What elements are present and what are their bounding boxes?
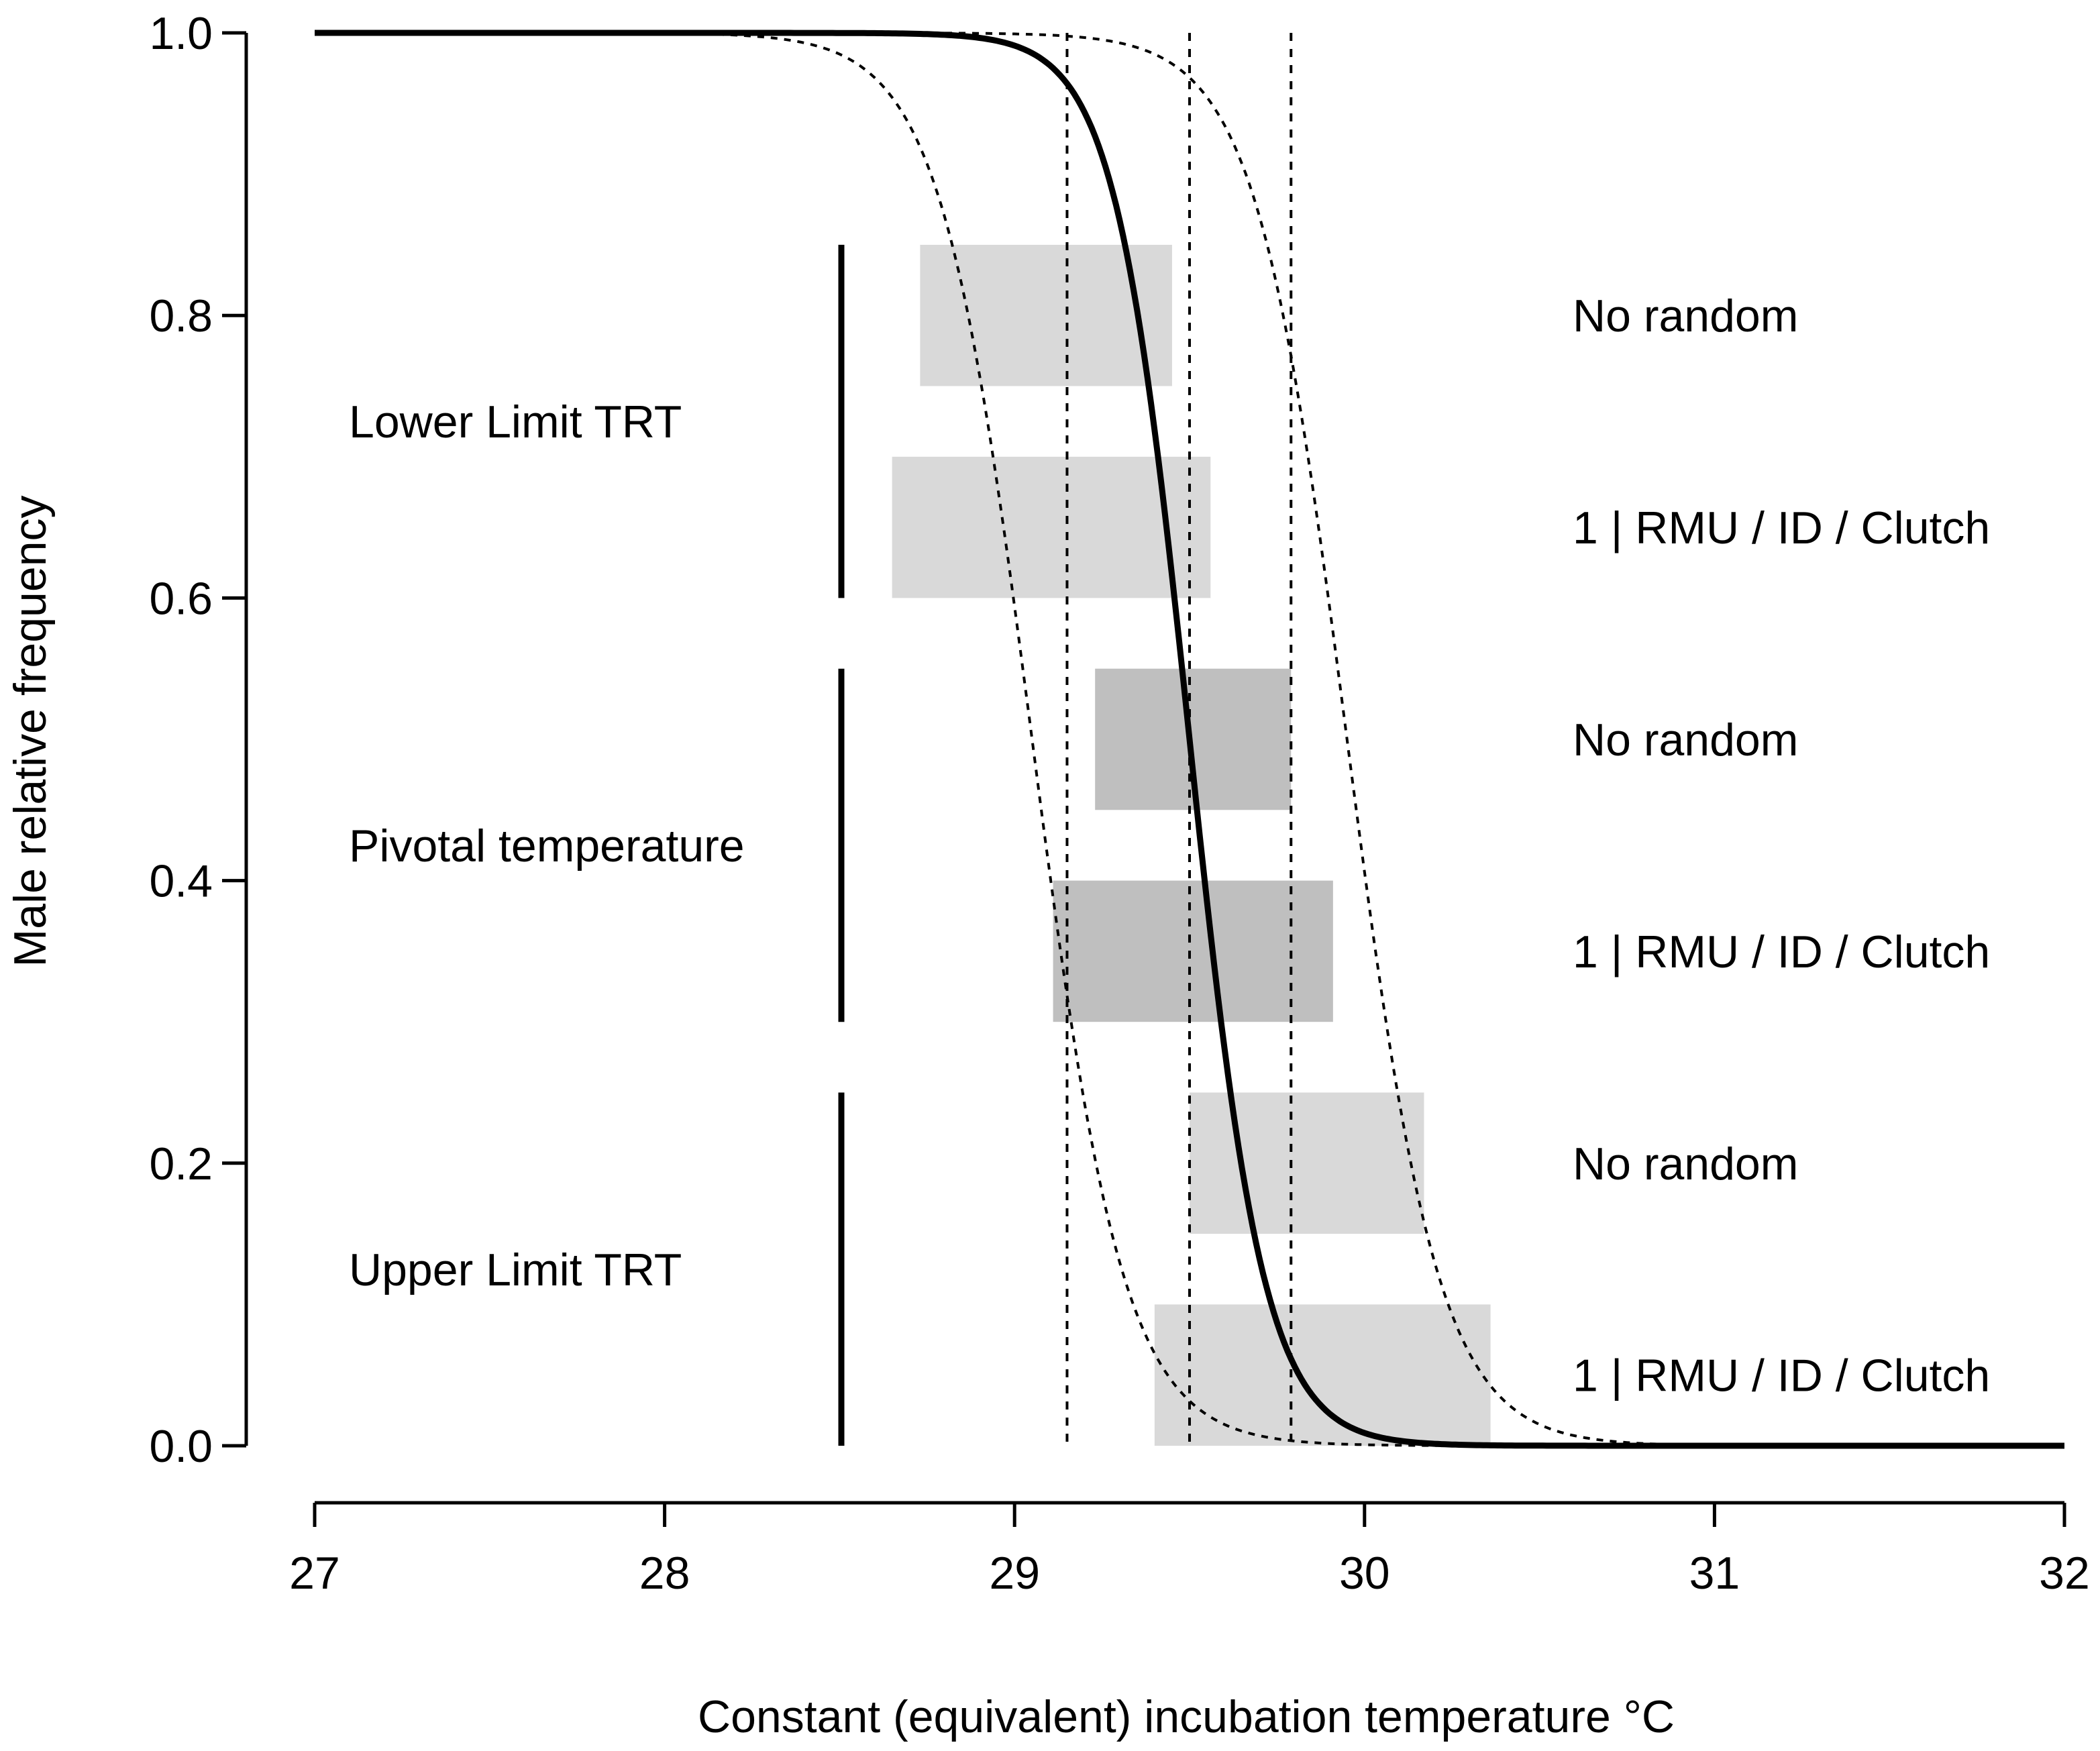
- model-label: No random: [1573, 714, 1798, 765]
- interval-bar: [1190, 1092, 1424, 1234]
- x-axis-title: Constant (equivalent) incubation tempera…: [698, 1691, 1675, 1742]
- interval-bar: [1154, 1304, 1491, 1446]
- x-tick-label: 27: [289, 1548, 340, 1599]
- annotations: Lower Limit TRT Pivotal temperature Upper …: [349, 290, 1990, 1401]
- interval-bars: [892, 244, 1491, 1446]
- group-label: Lower Limit TRT: [349, 396, 682, 447]
- y-axis-title: Male relative frequency: [5, 495, 56, 967]
- model-label: 1 | RMU / ID / Clutch: [1573, 1350, 1990, 1401]
- x-tick-label: 28: [639, 1548, 690, 1599]
- x-tick-label: 32: [2039, 1548, 2090, 1599]
- model-label: 1 | RMU / ID / Clutch: [1573, 502, 1990, 553]
- y-tick-label: 0.4: [149, 856, 213, 907]
- group-label: Upper Limit TRT: [349, 1244, 682, 1295]
- model-label: No random: [1573, 1138, 1798, 1189]
- interval-bar: [920, 244, 1172, 386]
- interval-bar: [892, 456, 1211, 598]
- model-label: No random: [1573, 290, 1798, 341]
- y-tick-label: 0.0: [149, 1421, 213, 1472]
- upper-confidence-curve: [315, 32, 2064, 1447]
- model-label: 1 | RMU / ID / Clutch: [1573, 926, 1990, 977]
- x-tick-label: 31: [1689, 1548, 1740, 1599]
- threshold-lines: [1065, 33, 1293, 1446]
- y-tick-label: 0.8: [149, 290, 213, 341]
- group-label: Pivotal temperature: [349, 820, 745, 871]
- x-tick-label: 29: [989, 1548, 1040, 1599]
- curves: [315, 30, 2064, 1449]
- y-tick-label: 0.6: [149, 573, 213, 624]
- interval-bar: [1053, 880, 1333, 1022]
- y-tick-label: 1.0: [149, 8, 213, 59]
- x-tick-label: 30: [1339, 1548, 1390, 1599]
- y-tick-label: 0.2: [149, 1138, 213, 1189]
- axes: 0.0 0.2 0.4 0.6 0.8 1.0 27 28 29 30 31 32: [149, 8, 2089, 1599]
